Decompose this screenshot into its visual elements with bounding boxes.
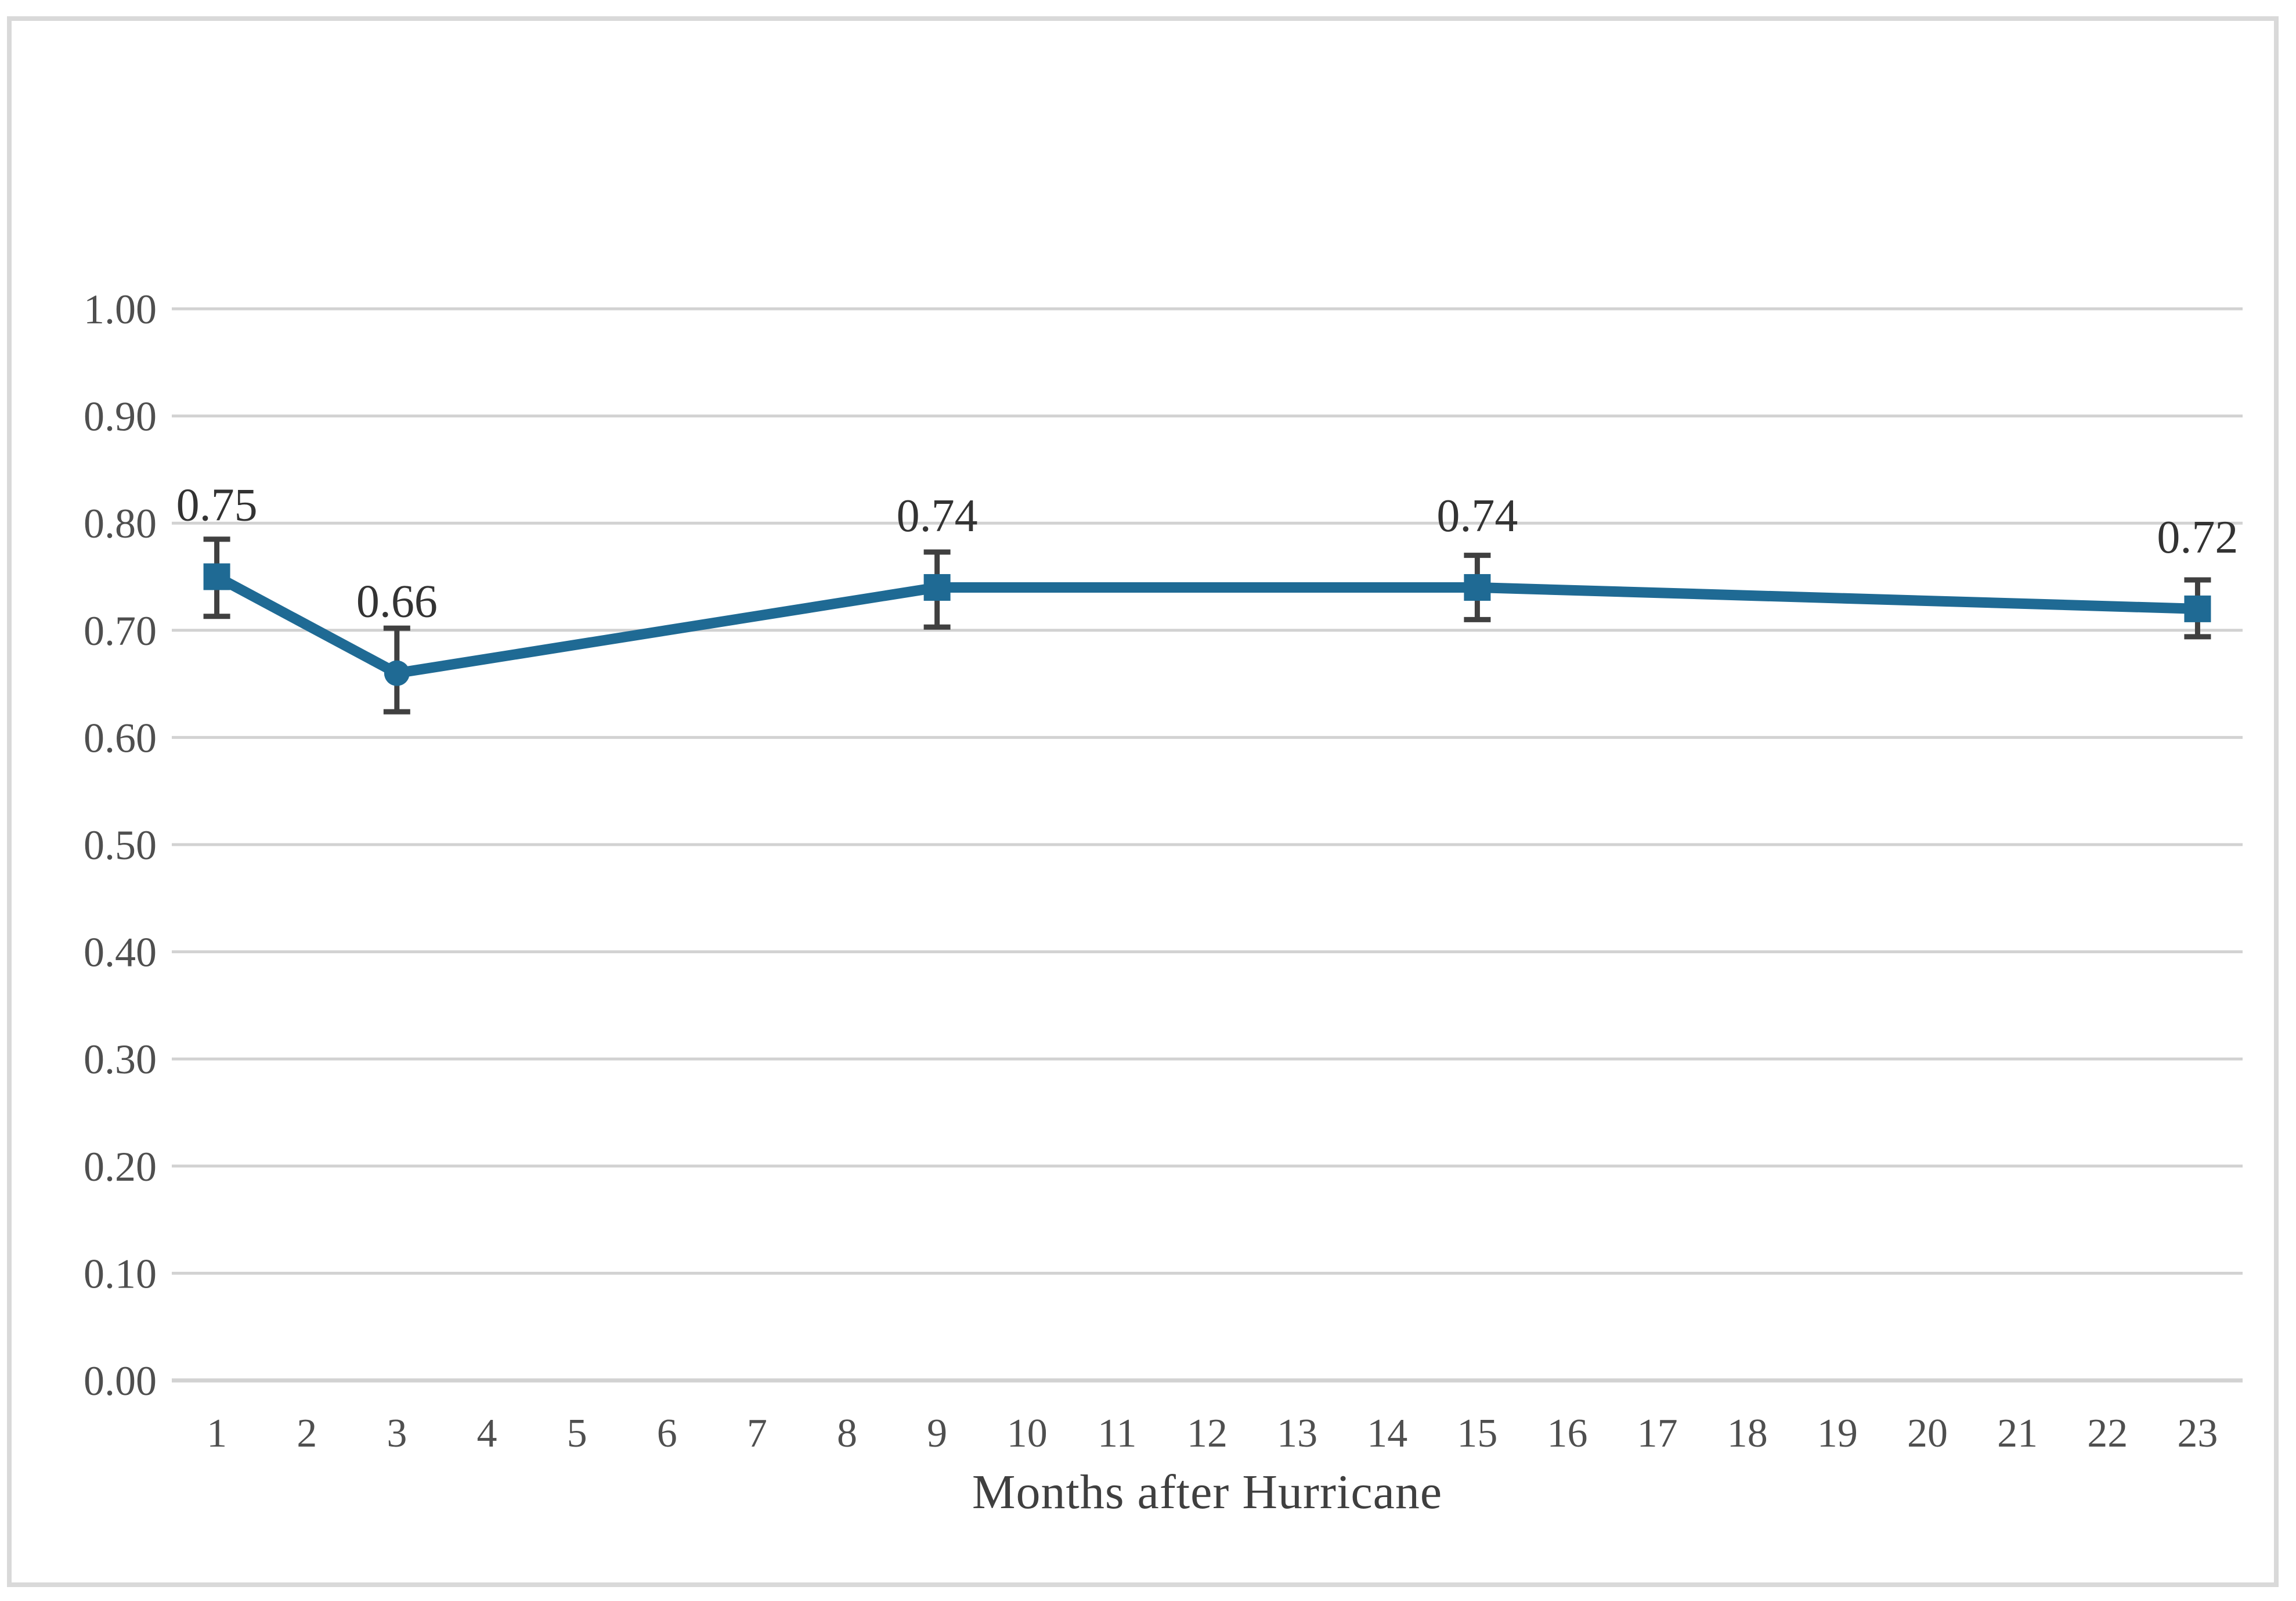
data-point-square: [203, 563, 230, 590]
y-tick-label: 0.80: [84, 500, 157, 547]
series-line: [211, 571, 2203, 679]
chart-border: [7, 16, 2279, 1587]
x-tick-label: 14: [1367, 1411, 1407, 1456]
y-tick-label: 0.10: [84, 1250, 157, 1297]
x-tick-label: 6: [657, 1411, 677, 1456]
x-tick-label: 21: [1997, 1411, 2038, 1456]
x-tick-label: 15: [1457, 1411, 1497, 1456]
x-tick-label: 3: [387, 1411, 407, 1456]
data-point-circle: [384, 660, 410, 686]
data-label: 0.75: [176, 480, 258, 531]
x-tick-label: 18: [1727, 1411, 1768, 1456]
y-tick-label: 0.40: [84, 929, 157, 976]
x-tick-label: 9: [927, 1411, 947, 1456]
y-tick-label: 0.30: [84, 1036, 157, 1083]
x-tick-label: 5: [567, 1411, 587, 1456]
x-tick-label: 2: [297, 1411, 317, 1456]
x-axis-title: Months after Hurricane: [972, 1465, 1443, 1519]
x-tick-label: 12: [1187, 1411, 1228, 1456]
x-tick-label: 8: [837, 1411, 857, 1456]
x-tick-label: 16: [1547, 1411, 1588, 1456]
y-tick-label: 0.60: [84, 715, 157, 761]
data-label: 0.66: [356, 576, 438, 628]
x-tick-label: 19: [1817, 1411, 1858, 1456]
x-tick-label: 1: [207, 1411, 227, 1456]
data-point-square: [1464, 574, 1491, 601]
x-tick-label: 13: [1277, 1411, 1317, 1456]
data-label: 0.72: [2157, 512, 2238, 563]
x-tick-label: 17: [1637, 1411, 1678, 1456]
data-label: 0.74: [1436, 491, 1518, 542]
y-tick-label: 0.50: [84, 822, 157, 868]
data-point-square: [2184, 595, 2211, 622]
y-tick-label: 1.00: [84, 286, 157, 333]
data-label: 0.74: [897, 491, 978, 542]
x-tick-label: 10: [1007, 1411, 1048, 1456]
x-tick-label: 4: [476, 1411, 497, 1456]
y-tick-label: 0.20: [84, 1144, 157, 1190]
y-tick-label: 0.70: [84, 608, 157, 654]
x-tick-label: 7: [747, 1411, 767, 1456]
data-point-square: [923, 574, 951, 601]
x-tick-label: 11: [1098, 1411, 1136, 1456]
y-tick-label: 0.00: [84, 1358, 157, 1404]
x-tick-label: 20: [1907, 1411, 1948, 1456]
y-tick-label: 0.90: [84, 394, 157, 440]
x-tick-label: 23: [2177, 1411, 2218, 1456]
x-tick-label: 22: [2087, 1411, 2128, 1456]
